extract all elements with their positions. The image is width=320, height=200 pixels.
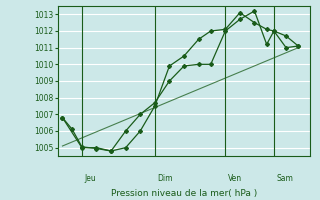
Text: Dim: Dim [157,174,173,183]
Text: Pression niveau de la mer( hPa ): Pression niveau de la mer( hPa ) [111,189,257,198]
Text: Sam: Sam [276,174,293,183]
Text: Ven: Ven [228,174,242,183]
Text: Jeu: Jeu [84,174,96,183]
